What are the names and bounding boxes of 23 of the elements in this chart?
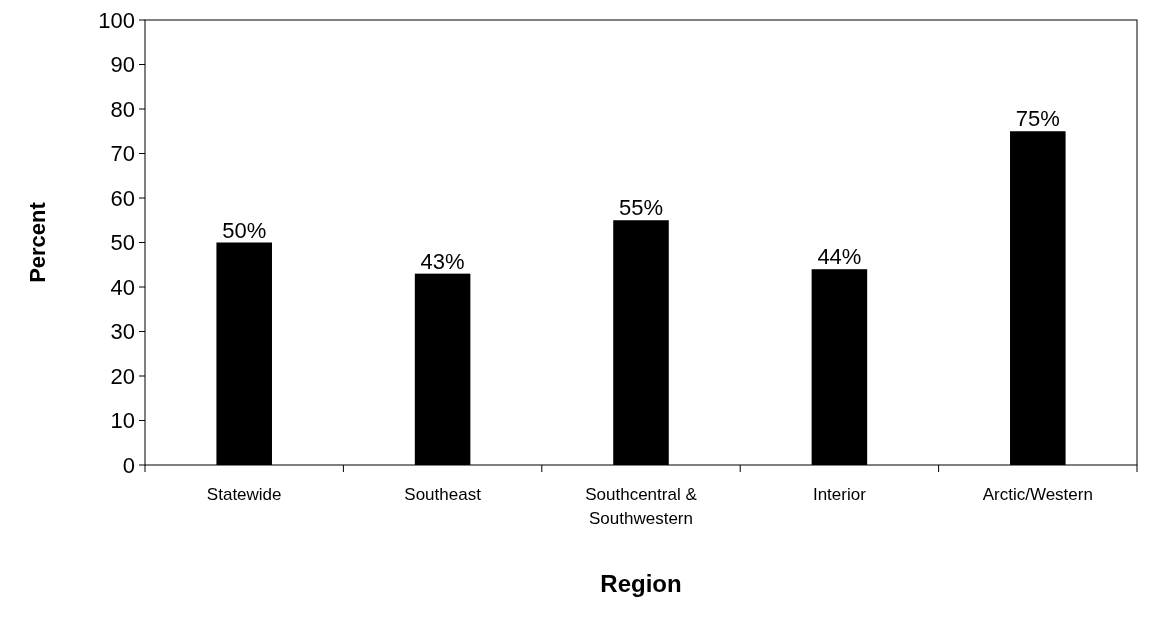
x-tick-label: Southeast xyxy=(404,485,482,504)
x-tick-label: Arctic/Western xyxy=(982,485,1093,504)
x-tick-label: Southcentral & Southwestern xyxy=(585,485,698,528)
y-tick-label: 40 xyxy=(110,274,135,300)
y-tick-label: 60 xyxy=(110,185,135,211)
data-label: 75% xyxy=(1015,106,1060,132)
x-tick-label: Interior xyxy=(812,485,867,504)
y-tick-label: 20 xyxy=(110,363,135,389)
data-label: 55% xyxy=(618,195,664,221)
x-tick-label: Statewide xyxy=(206,485,282,504)
data-label: 50% xyxy=(222,217,267,243)
y-tick-label: 70 xyxy=(110,141,135,167)
x-axis-title: Region xyxy=(600,570,682,597)
y-tick-label: 50 xyxy=(110,230,135,256)
data-label: 44% xyxy=(817,244,862,270)
y-tick-label: 80 xyxy=(110,96,135,122)
y-axis-title: Percent xyxy=(25,201,50,283)
y-tick-label: 90 xyxy=(110,52,135,78)
y-tick-label: 30 xyxy=(110,319,135,345)
y-tick-label: 0 xyxy=(122,452,135,478)
y-tick-label: 100 xyxy=(98,7,135,33)
y-tick-label: 10 xyxy=(110,408,135,434)
data-label: 43% xyxy=(420,248,465,274)
